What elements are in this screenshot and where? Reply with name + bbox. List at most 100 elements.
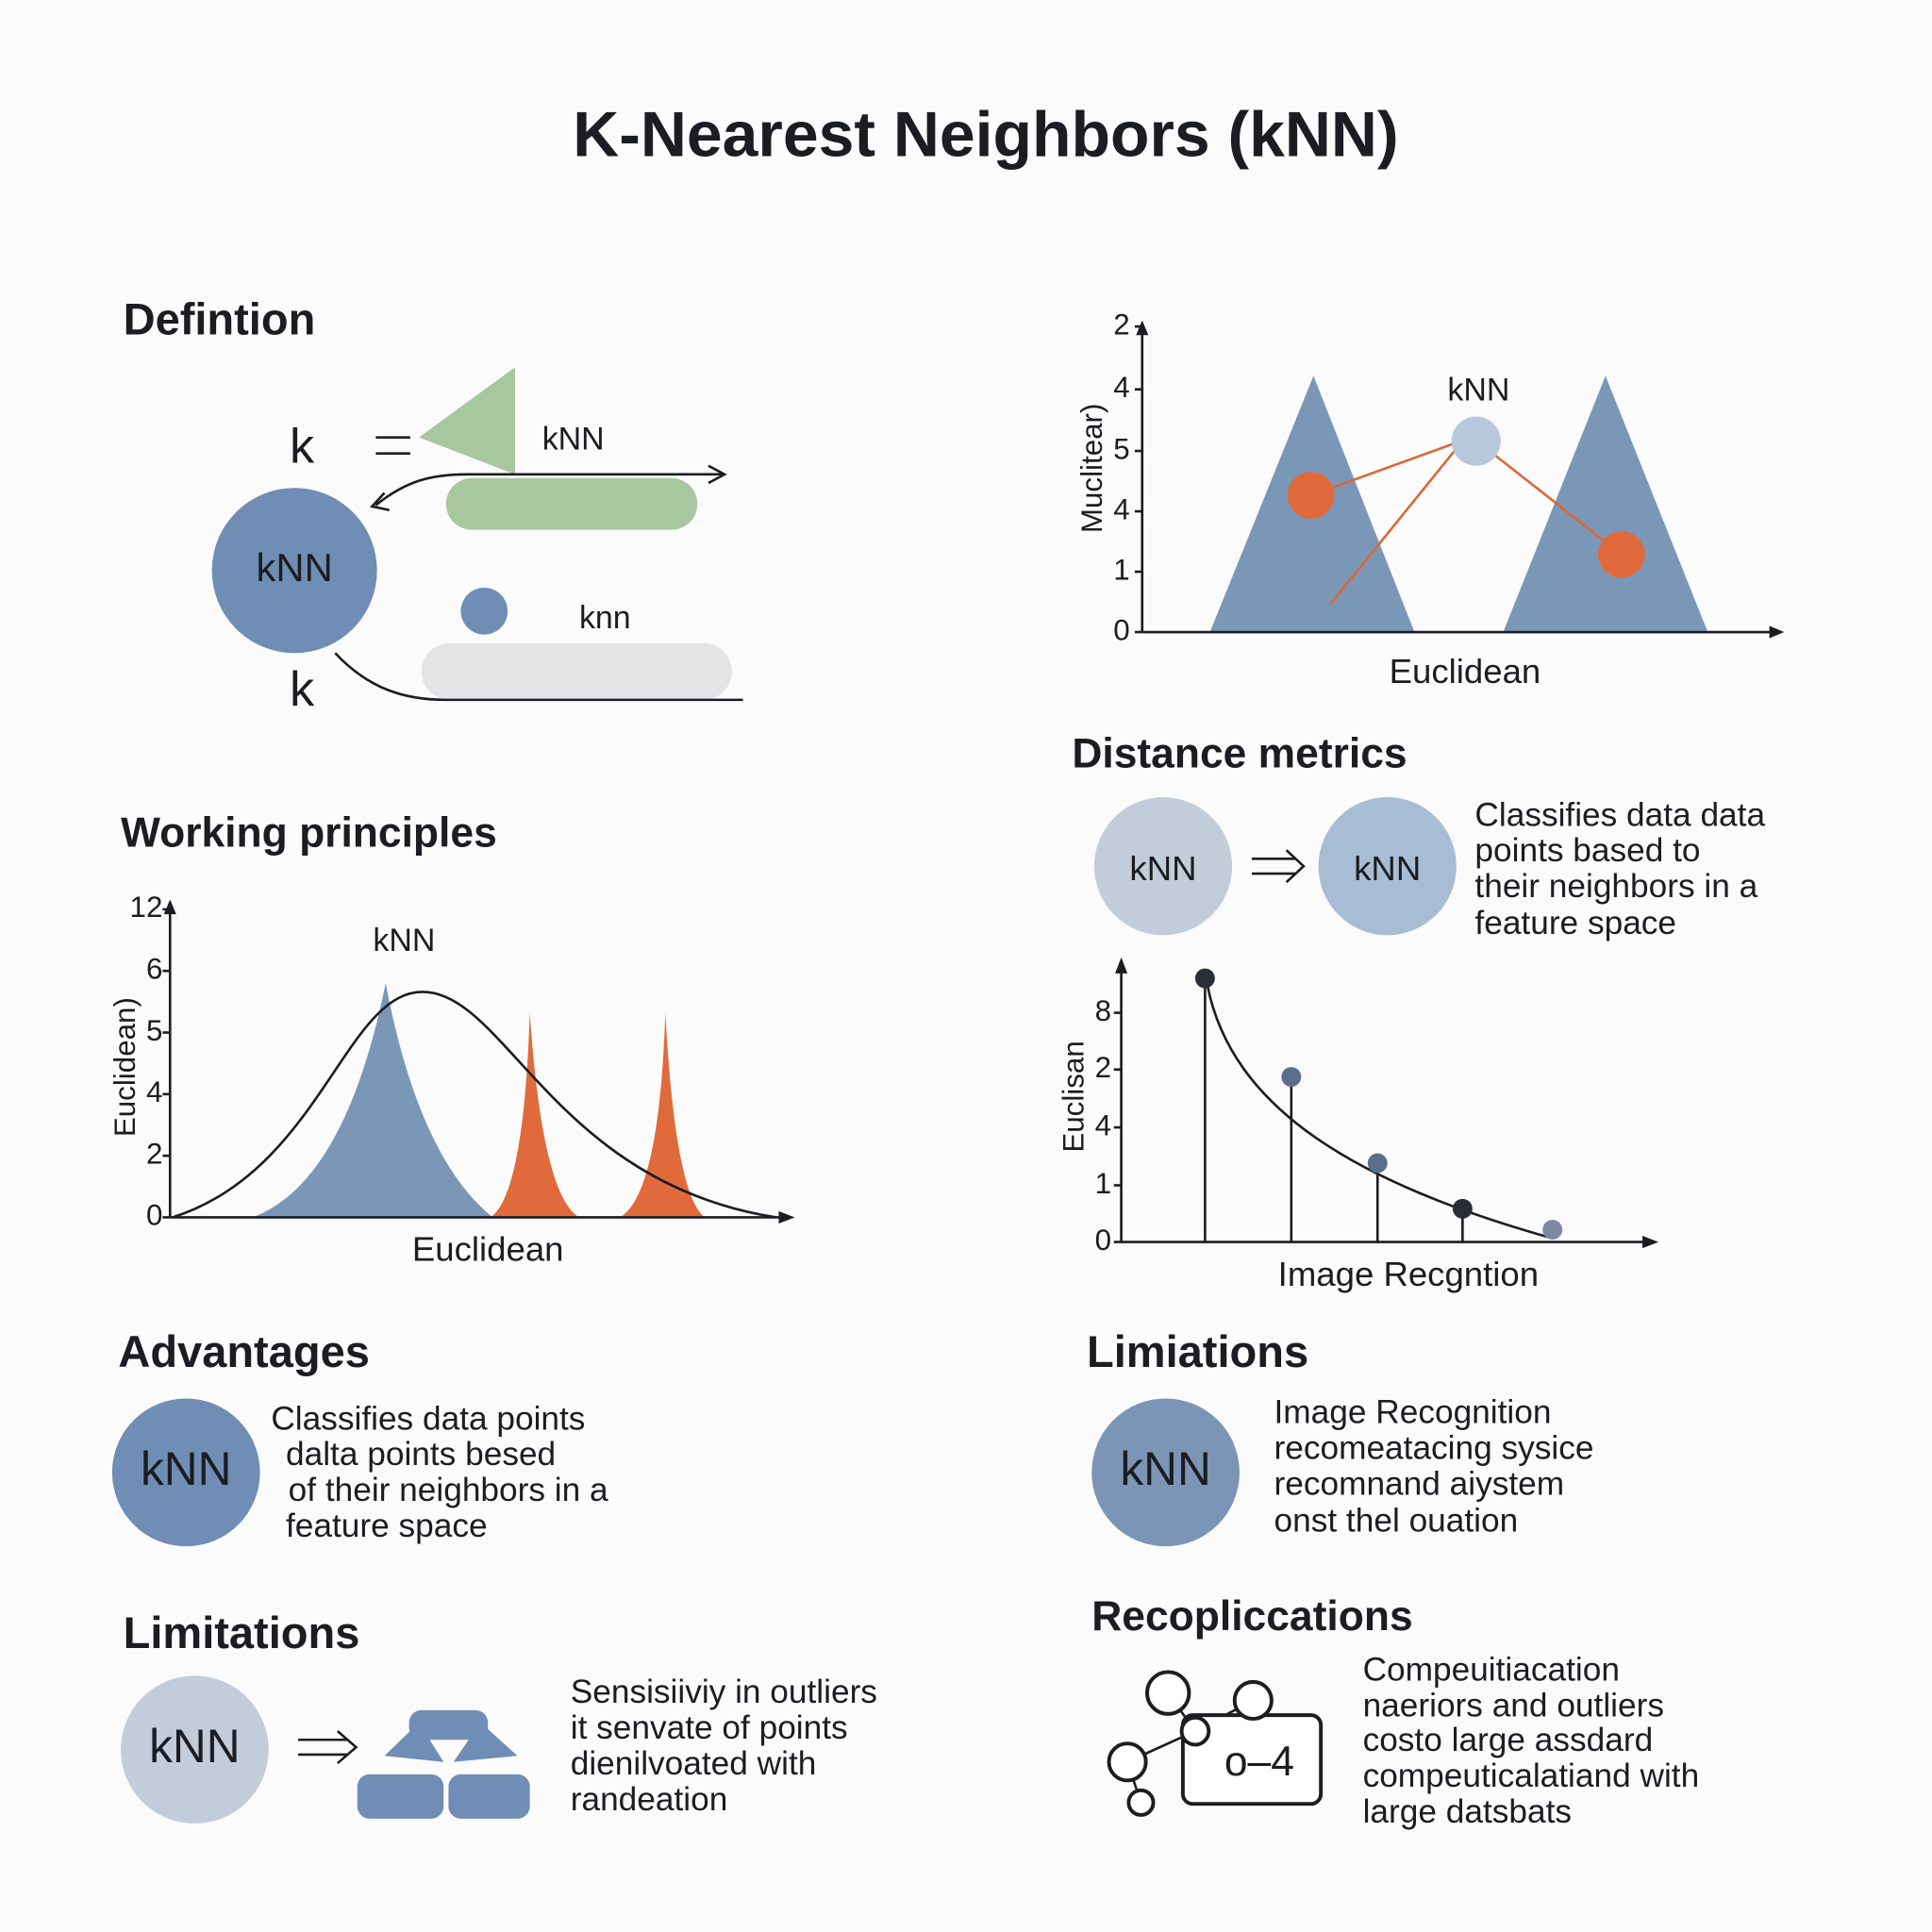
curved-arrow [375, 473, 724, 507]
block-icon [357, 1709, 530, 1819]
annotation: kNN [1447, 372, 1509, 408]
block [408, 1709, 489, 1740]
stems [1204, 978, 1464, 1242]
axis-title: Euclisan [1058, 1041, 1091, 1152]
body-text: it senvate of points [571, 1709, 848, 1746]
knn-circle [111, 1398, 260, 1547]
axes [1141, 323, 1781, 634]
body-text: Image Recognition [1274, 1394, 1552, 1431]
working-chart [163, 899, 795, 1224]
grey-pill [421, 642, 732, 700]
y-tick-label: 4 [1095, 1108, 1111, 1141]
axis-title: Euclidean [1390, 652, 1541, 691]
knn-circle [1318, 797, 1457, 936]
knn-circle [211, 488, 377, 654]
body-text: Compeuitiacation [1363, 1652, 1620, 1689]
body-text: their neighbors in a [1474, 868, 1757, 905]
block [357, 1774, 444, 1819]
block [453, 1722, 518, 1762]
decay-chart [1115, 957, 1659, 1249]
axis-title: Image Recgntion [1278, 1255, 1539, 1293]
knn-circle [1093, 797, 1233, 936]
section-heading: Defintion [124, 294, 316, 344]
arrow-head [708, 464, 727, 485]
y-tick-label: 5 [1113, 432, 1129, 465]
implies-arrow [1252, 849, 1306, 884]
body-text: Classifies data data [1474, 796, 1765, 833]
y-tick-label: 8 [1095, 994, 1111, 1027]
section-heading: Distance metrics [1072, 731, 1407, 777]
y-tick-label: 2 [1095, 1051, 1111, 1084]
green-pill [445, 477, 698, 530]
block [448, 1774, 530, 1819]
axis-title: Euclidean [412, 1230, 564, 1269]
axes [168, 902, 789, 1219]
point [1367, 1153, 1388, 1174]
red-point [1287, 472, 1335, 519]
distance-icons [1093, 797, 1457, 936]
label: knn [579, 600, 631, 636]
neighbor-line [1494, 455, 1623, 556]
body-text: naeriors and outliers [1363, 1688, 1664, 1724]
node [1179, 1715, 1211, 1747]
knn-circle [121, 1675, 269, 1824]
top-chart [1136, 320, 1785, 639]
blue-peak [252, 983, 493, 1218]
y-tick-label: 2 [1113, 308, 1129, 341]
y-tick-label: 4 [1113, 492, 1129, 525]
implies-arrow [298, 1730, 358, 1765]
section-heading: Limitations [124, 1607, 360, 1657]
annotation: kNN [373, 923, 435, 958]
node [1232, 1679, 1274, 1721]
orange-peak [490, 1012, 579, 1218]
connector-line [334, 652, 743, 702]
label: k [290, 662, 315, 717]
node [1107, 1741, 1148, 1783]
section-heading: Limiations [1087, 1326, 1308, 1376]
node [1126, 1788, 1156, 1817]
node-label: kNN [1354, 849, 1421, 888]
query-point [1451, 416, 1501, 466]
y-tick-label: 4 [1113, 371, 1129, 404]
body-text: dalta points besed [286, 1436, 556, 1473]
body-text: recomnand aiystem [1274, 1465, 1565, 1502]
decay-curve [1206, 985, 1554, 1240]
label: k [290, 420, 315, 475]
body-text: points based to [1474, 832, 1700, 869]
network-icon [1107, 1670, 1324, 1817]
point [1452, 1198, 1473, 1219]
y-tick-label: 0 [1095, 1224, 1111, 1257]
body-text: onst thel ouation [1274, 1503, 1519, 1540]
point [1542, 1220, 1563, 1240]
node-label: kNN [1120, 1442, 1211, 1495]
node [1145, 1670, 1191, 1716]
section-heading: Advantages [118, 1326, 370, 1376]
axis-title: Euclidean) [108, 997, 142, 1137]
axes [1120, 960, 1652, 1243]
body-text: large datsbats [1363, 1793, 1572, 1830]
small-circle [460, 588, 508, 635]
definition-diagram [211, 367, 743, 702]
y-tick-label: 0 [146, 1199, 162, 1232]
green-triangle [419, 367, 515, 475]
orange-peak [619, 1012, 706, 1218]
body-text: dienilvoated with [571, 1745, 817, 1782]
point [1281, 1067, 1302, 1087]
body-text: randeation [571, 1781, 728, 1818]
y-tick-label: 12 [130, 891, 163, 924]
page-title: K-Nearest Neighbors (kNN) [573, 100, 1398, 171]
y-tick-label: 0 [1113, 613, 1129, 646]
neighbor-line [1329, 447, 1457, 605]
knn-circle [1091, 1398, 1240, 1547]
arrow-head [369, 491, 391, 512]
neighbor-line [1310, 441, 1455, 497]
body-text: costo large assdard [1363, 1722, 1654, 1758]
axis-title: Muclitear) [1075, 404, 1108, 534]
badge-label: o–4 [1224, 1739, 1294, 1785]
y-tick-label: 4 [146, 1075, 162, 1108]
point [1194, 968, 1215, 989]
body-text: feature space [1474, 905, 1676, 941]
node-label: kNN [149, 1720, 241, 1773]
